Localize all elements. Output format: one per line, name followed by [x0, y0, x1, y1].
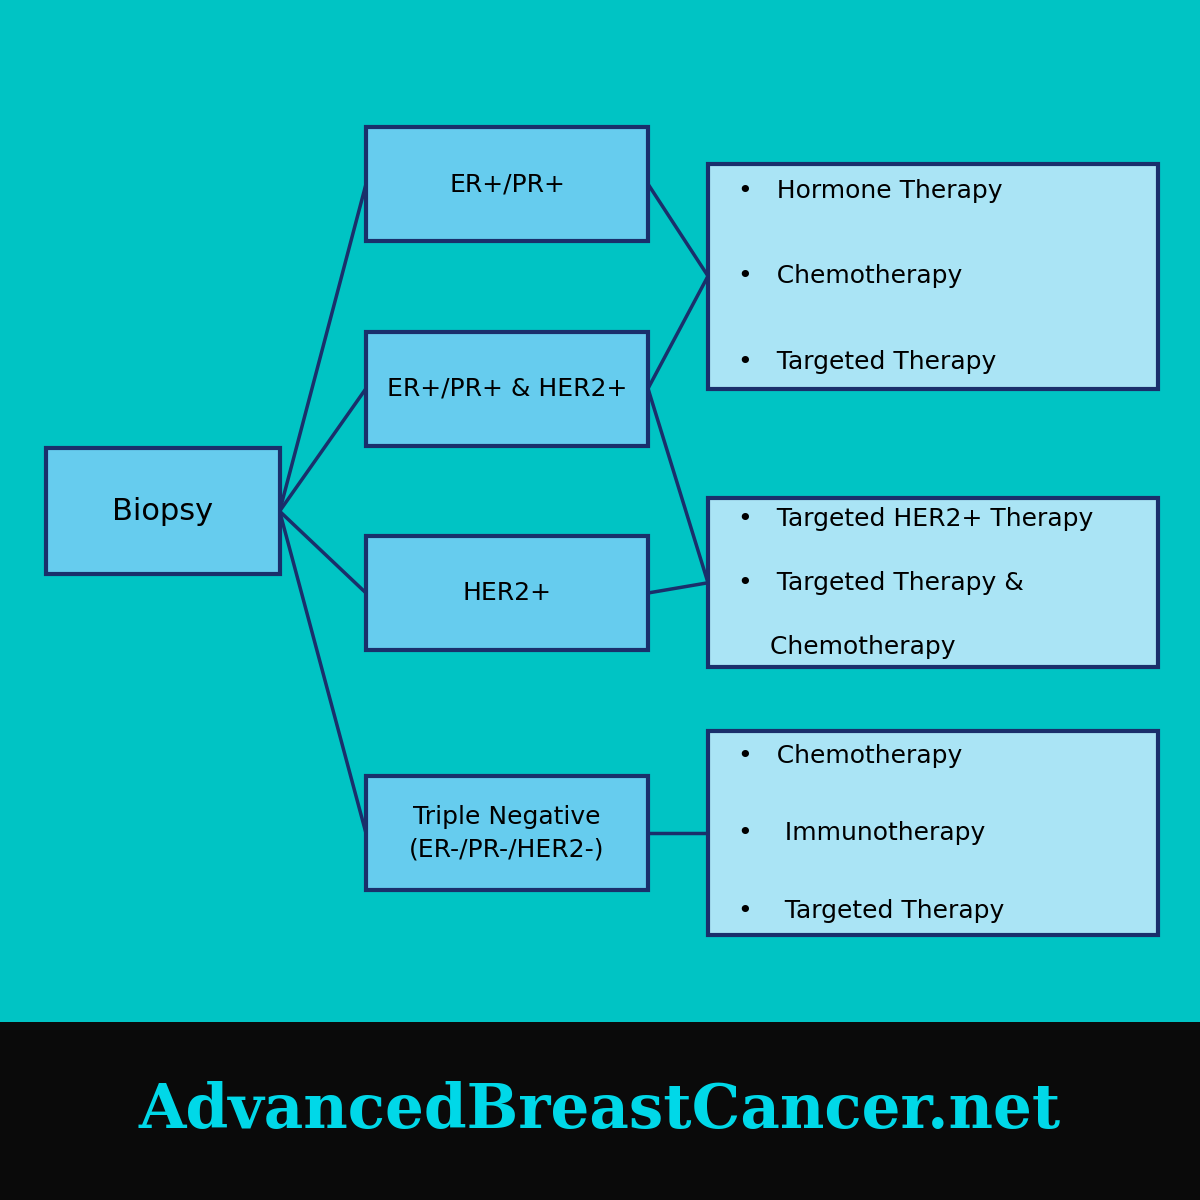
- Text: •   Hormone Therapy: • Hormone Therapy: [738, 179, 1002, 203]
- Text: Biopsy: Biopsy: [112, 497, 214, 526]
- Text: •   Targeted HER2+ Therapy: • Targeted HER2+ Therapy: [738, 506, 1093, 530]
- FancyBboxPatch shape: [366, 536, 648, 650]
- Text: •    Immunotherapy: • Immunotherapy: [738, 821, 985, 845]
- Text: •   Targeted Therapy: • Targeted Therapy: [738, 349, 996, 373]
- Text: ER+/PR+ & HER2+: ER+/PR+ & HER2+: [386, 377, 628, 401]
- Text: •   Chemotherapy: • Chemotherapy: [738, 264, 962, 288]
- Text: AdvancedBreastCancer.net: AdvancedBreastCancer.net: [139, 1081, 1061, 1141]
- FancyBboxPatch shape: [708, 498, 1158, 667]
- FancyBboxPatch shape: [708, 731, 1158, 936]
- FancyBboxPatch shape: [366, 776, 648, 890]
- Text: •    Targeted Therapy: • Targeted Therapy: [738, 899, 1004, 923]
- Text: ER+/PR+: ER+/PR+: [449, 172, 565, 196]
- FancyBboxPatch shape: [0, 1022, 1200, 1200]
- Text: HER2+: HER2+: [462, 581, 552, 605]
- FancyBboxPatch shape: [366, 331, 648, 445]
- Text: Chemotherapy: Chemotherapy: [738, 635, 955, 659]
- FancyBboxPatch shape: [366, 127, 648, 241]
- FancyBboxPatch shape: [708, 163, 1158, 389]
- Text: •   Targeted Therapy &: • Targeted Therapy &: [738, 571, 1024, 595]
- FancyBboxPatch shape: [46, 448, 280, 575]
- Text: •   Chemotherapy: • Chemotherapy: [738, 744, 962, 768]
- Text: Triple Negative
(ER-/PR-/HER2-): Triple Negative (ER-/PR-/HER2-): [409, 805, 605, 862]
